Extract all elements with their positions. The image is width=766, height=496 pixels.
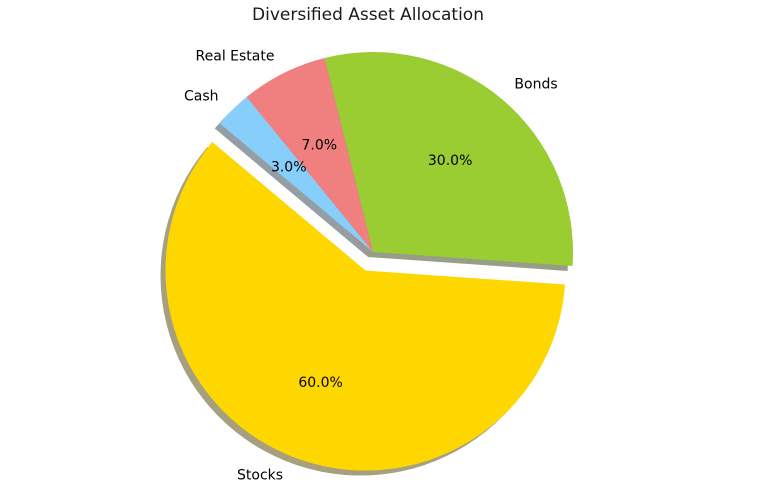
pct-label-bonds: 30.0%: [428, 153, 472, 169]
slice-label-stocks: Stocks: [237, 468, 283, 484]
pie-slice-real-estate: [246, 57, 373, 252]
slice-label-bonds: Bonds: [514, 76, 557, 92]
pie-slice-stocks: [165, 141, 566, 471]
pie-slice-bonds: [324, 52, 573, 266]
slice-label-cash: Cash: [184, 88, 219, 104]
slice-label-real-estate: Real Estate: [196, 48, 275, 64]
chart-title: Diversified Asset Allocation: [252, 5, 484, 25]
pct-label-cash: 3.0%: [271, 160, 307, 176]
pct-label-stocks: 60.0%: [298, 375, 342, 391]
pct-label-real-estate: 7.0%: [301, 138, 337, 154]
pie-slice-cash: [219, 97, 373, 252]
